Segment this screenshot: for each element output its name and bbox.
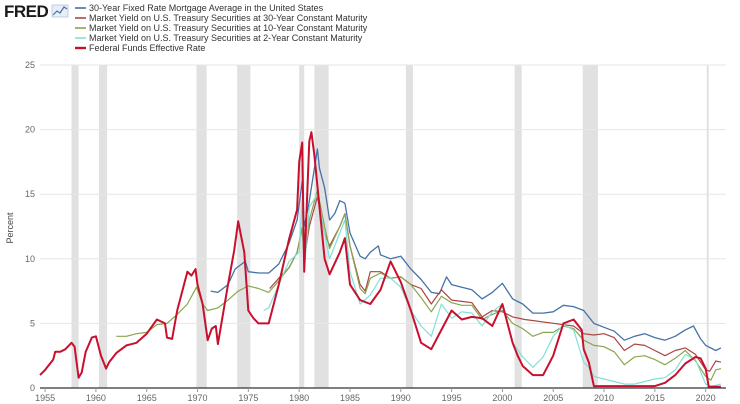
x-tick-label: 1980 bbox=[289, 393, 309, 403]
x-tick-label: 1990 bbox=[391, 393, 411, 403]
legend-label: Market Yield on U.S. Treasury Securities… bbox=[89, 33, 363, 43]
x-tick-label: 1995 bbox=[442, 393, 462, 403]
y-tick-label: 0 bbox=[30, 383, 35, 393]
series-line-3 bbox=[116, 189, 722, 381]
x-tick-label: 2020 bbox=[696, 393, 716, 403]
y-tick-label: 5 bbox=[30, 318, 35, 328]
recession-band bbox=[706, 65, 709, 388]
fred-logo: FRED bbox=[4, 2, 49, 21]
legend-item[interactable]: Market Yield on U.S. Treasury Securities… bbox=[75, 33, 363, 43]
x-tick-label: 1985 bbox=[340, 393, 360, 403]
legend-item[interactable]: Market Yield on U.S. Treasury Securities… bbox=[75, 13, 368, 23]
y-tick-label: 20 bbox=[25, 125, 35, 135]
y-axis: 0 5 10 15 20 25 bbox=[25, 60, 35, 393]
legend-item[interactable]: Federal Funds Effective Rate bbox=[75, 43, 205, 53]
x-axis: 1955 1960 1965 1970 1975 1980 1985 1990 1995 2000… bbox=[35, 387, 726, 403]
x-tick-label: 2010 bbox=[594, 393, 614, 403]
recession-band bbox=[196, 65, 207, 388]
chart-header: FRED bbox=[4, 2, 69, 21]
series-line-2 bbox=[269, 196, 722, 372]
x-tick-label: 1955 bbox=[35, 393, 55, 403]
x-tick-label: 2005 bbox=[543, 393, 563, 403]
recession-bands bbox=[71, 65, 709, 388]
recession-band bbox=[582, 65, 598, 388]
y-tick-label: 25 bbox=[25, 60, 35, 70]
recession-band bbox=[237, 65, 251, 388]
legend-label: Market Yield on U.S. Treasury Securities… bbox=[89, 23, 368, 33]
recession-band bbox=[98, 65, 108, 388]
legend-label: Market Yield on U.S. Treasury Securities… bbox=[89, 13, 368, 23]
series-line-5 bbox=[39, 131, 721, 388]
legend-item[interactable]: 30-Year Fixed Rate Mortgage Average in t… bbox=[75, 3, 324, 13]
legend-label: Federal Funds Effective Rate bbox=[89, 43, 205, 53]
legend-label: 30-Year Fixed Rate Mortgage Average in t… bbox=[89, 3, 324, 13]
series-line-4 bbox=[263, 193, 722, 387]
x-tick-label: 1960 bbox=[86, 393, 106, 403]
x-tick-label: 1965 bbox=[137, 393, 157, 403]
recession-band bbox=[405, 65, 413, 388]
y-tick-label: 15 bbox=[25, 189, 35, 199]
x-tick-label: 2015 bbox=[645, 393, 665, 403]
recession-band bbox=[514, 65, 522, 388]
x-tick-label: 1975 bbox=[238, 393, 258, 403]
x-tick-label: 2000 bbox=[492, 393, 512, 403]
data-series bbox=[39, 131, 722, 388]
recession-band bbox=[71, 65, 79, 388]
chart-legend[interactable]: 30-Year Fixed Rate Mortgage Average in t… bbox=[75, 3, 368, 53]
y-tick-label: 10 bbox=[25, 254, 35, 264]
y-axis-label: Percent bbox=[5, 212, 15, 244]
recession-band bbox=[299, 65, 305, 388]
fred-logo-graph-icon bbox=[51, 4, 69, 18]
x-tick-label: 1970 bbox=[188, 393, 208, 403]
series-line-1 bbox=[210, 148, 722, 352]
legend-item[interactable]: Market Yield on U.S. Treasury Securities… bbox=[75, 23, 368, 33]
